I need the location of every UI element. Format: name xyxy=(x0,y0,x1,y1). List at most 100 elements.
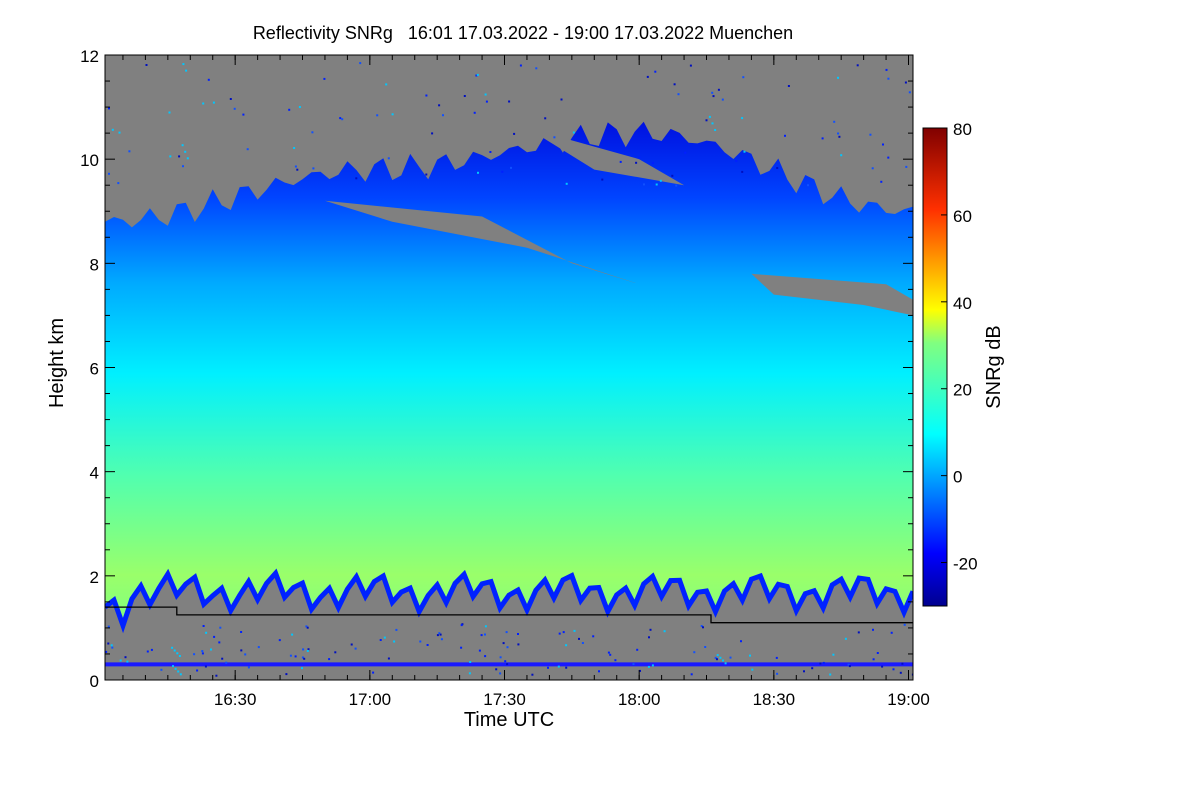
speckle xyxy=(717,88,720,91)
speckle xyxy=(833,120,836,123)
speckle xyxy=(205,631,208,634)
speckle xyxy=(229,98,232,100)
speckle xyxy=(708,115,711,118)
speckle xyxy=(735,160,738,162)
speckle xyxy=(193,653,196,656)
x-axis-label: Time UTC xyxy=(464,709,554,731)
speckle xyxy=(426,644,429,646)
speckle xyxy=(776,672,779,675)
speckle xyxy=(872,658,875,661)
speckle xyxy=(108,172,110,175)
speckle xyxy=(171,646,174,649)
speckle xyxy=(207,78,210,81)
speckle xyxy=(544,117,547,120)
speckle xyxy=(213,635,216,638)
speckle xyxy=(775,656,778,659)
x-tick-label: 18:30 xyxy=(753,690,796,709)
speckle xyxy=(562,631,565,634)
y-tick-label: 0 xyxy=(90,672,99,691)
x-tick-label: 17:30 xyxy=(483,690,526,709)
speckle xyxy=(892,668,895,671)
speckle xyxy=(729,656,732,659)
speckle xyxy=(643,183,645,186)
speckle xyxy=(176,652,179,655)
speckle xyxy=(240,631,243,633)
signal-base-edge xyxy=(105,568,913,634)
speckle xyxy=(704,646,707,648)
speckle xyxy=(160,668,163,671)
speckle xyxy=(124,656,127,659)
speckle xyxy=(887,156,890,159)
speckle xyxy=(711,122,714,125)
speckle xyxy=(663,630,666,633)
speckle xyxy=(108,107,110,110)
speckle xyxy=(359,62,362,65)
speckle xyxy=(647,665,650,668)
speckle xyxy=(196,669,199,672)
speckle xyxy=(722,659,724,662)
speckle xyxy=(502,642,505,645)
speckle xyxy=(693,651,696,654)
speckle xyxy=(749,654,751,657)
speckle xyxy=(201,650,204,653)
speckle xyxy=(460,624,463,627)
speckle xyxy=(294,655,297,658)
speckle xyxy=(506,663,509,666)
x-axis: 16:30 17:00 17:30 18:00 18:30 19:00 xyxy=(122,55,930,709)
speckle xyxy=(246,148,249,151)
speckle xyxy=(684,151,687,154)
colorbar-tick-label: 0 xyxy=(953,468,962,487)
speckle xyxy=(240,649,243,652)
speckle xyxy=(202,102,205,105)
speckle xyxy=(510,166,512,169)
speckle xyxy=(553,136,556,139)
speckle xyxy=(847,663,850,666)
speckle xyxy=(659,179,662,182)
speckle xyxy=(609,653,612,656)
speckle xyxy=(476,73,479,76)
speckle xyxy=(838,135,841,138)
speckle xyxy=(305,625,308,628)
speckle xyxy=(185,69,188,72)
speckle xyxy=(438,104,441,107)
speckle xyxy=(173,649,176,652)
boundary-line xyxy=(105,606,913,624)
speckle xyxy=(174,667,177,670)
speckle xyxy=(478,649,481,652)
x-tick-label: 16:30 xyxy=(214,690,257,709)
colorbar-tick-label: 20 xyxy=(953,381,972,400)
speckle xyxy=(477,171,479,174)
x-tick-label: 19:00 xyxy=(887,690,930,709)
speckle xyxy=(721,98,724,101)
speckle xyxy=(186,157,189,160)
speckle xyxy=(807,184,809,187)
speckle xyxy=(619,160,622,163)
speckle xyxy=(719,656,722,659)
speckle xyxy=(146,650,149,653)
speckle xyxy=(517,643,520,646)
y-axis: 0 2 4 6 8 10 12 xyxy=(80,47,913,691)
speckle xyxy=(751,668,754,671)
speckle xyxy=(890,631,893,634)
speckle xyxy=(573,629,576,632)
signal-gap xyxy=(751,273,913,316)
speckle xyxy=(803,670,805,673)
speckle xyxy=(592,635,595,638)
speckle xyxy=(354,647,357,650)
speckle xyxy=(908,91,911,94)
speckle xyxy=(387,157,390,160)
y-tick-label: 4 xyxy=(90,464,99,483)
speckle xyxy=(303,657,306,660)
speckle xyxy=(651,664,654,667)
speckle xyxy=(876,652,879,654)
speckle xyxy=(844,637,847,640)
speckle xyxy=(436,634,439,637)
speckle xyxy=(111,646,114,649)
speckle xyxy=(289,654,292,657)
speckle xyxy=(233,107,236,110)
speckle xyxy=(499,656,502,659)
speckle xyxy=(383,636,386,639)
speckle xyxy=(182,63,185,66)
speckle xyxy=(215,674,218,677)
speckle xyxy=(880,180,883,183)
